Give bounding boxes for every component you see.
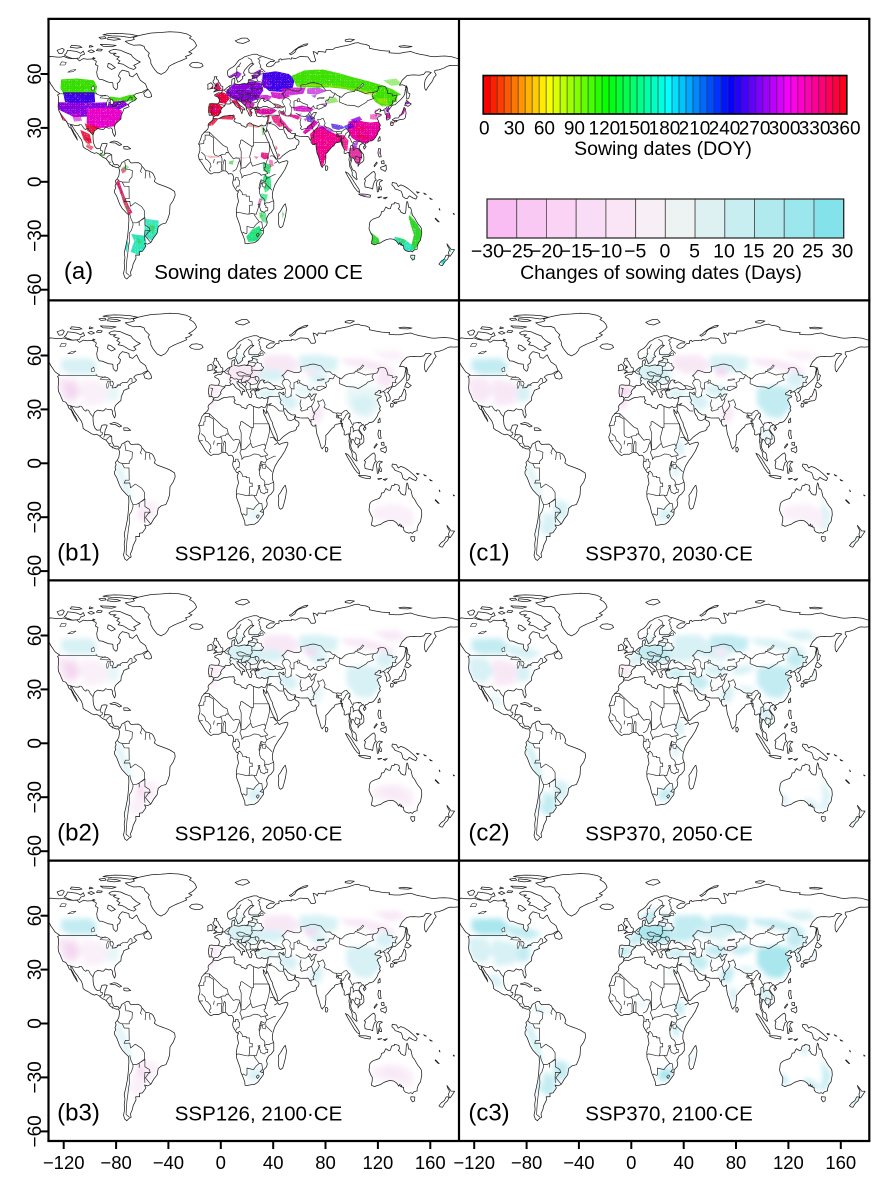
svg-text:240: 240	[709, 119, 741, 140]
svg-text:−5: −5	[624, 241, 646, 263]
svg-text:30: 30	[832, 241, 854, 263]
svg-text:30: 30	[504, 119, 525, 140]
svg-text:210: 210	[679, 119, 711, 140]
svg-text:−30: −30	[25, 220, 46, 252]
svg-text:−60: −60	[25, 835, 46, 867]
svg-text:(a): (a)	[64, 258, 93, 285]
svg-text:25: 25	[802, 241, 824, 263]
svg-text:−30: −30	[25, 1061, 46, 1093]
svg-text:(b3): (b3)	[57, 1100, 100, 1127]
svg-text:−30: −30	[471, 241, 504, 263]
svg-text:SSP126, 2050·CE: SSP126, 2050·CE	[175, 822, 343, 845]
svg-text:SSP370, 2050·CE: SSP370, 2050·CE	[585, 822, 753, 845]
svg-text:0: 0	[216, 1152, 226, 1173]
svg-text:−25: −25	[500, 241, 533, 263]
svg-text:(c2): (c2)	[468, 819, 509, 846]
svg-text:0: 0	[25, 738, 46, 749]
svg-text:SSP370, 2030·CE: SSP370, 2030·CE	[585, 542, 753, 565]
svg-text:−60: −60	[25, 555, 46, 587]
svg-text:SSP126, 2030·CE: SSP126, 2030·CE	[175, 542, 343, 565]
svg-text:15: 15	[743, 241, 765, 263]
svg-text:−10: −10	[589, 241, 622, 263]
svg-text:−20: −20	[530, 241, 563, 263]
svg-text:40: 40	[673, 1152, 694, 1173]
svg-text:160: 160	[415, 1152, 446, 1173]
svg-text:0: 0	[25, 177, 46, 188]
svg-text:0: 0	[479, 119, 490, 140]
svg-text:300: 300	[769, 119, 801, 140]
svg-text:(c3): (c3)	[468, 1100, 509, 1127]
svg-text:30: 30	[25, 679, 46, 700]
svg-text:−60: −60	[25, 274, 46, 306]
svg-text:−80: −80	[511, 1152, 542, 1173]
svg-text:5: 5	[689, 241, 700, 263]
svg-text:160: 160	[825, 1152, 856, 1173]
svg-text:0: 0	[25, 458, 46, 469]
svg-text:270: 270	[739, 119, 771, 140]
svg-text:(b1): (b1)	[57, 539, 100, 566]
svg-text:−30: −30	[25, 781, 46, 813]
svg-text:120: 120	[362, 1152, 393, 1173]
svg-text:150: 150	[619, 119, 651, 140]
svg-text:120: 120	[773, 1152, 804, 1173]
svg-text:Sowing dates (DOY): Sowing dates (DOY)	[574, 138, 752, 160]
svg-text:−40: −40	[563, 1152, 594, 1173]
svg-text:120: 120	[589, 119, 621, 140]
svg-text:−15: −15	[560, 241, 593, 263]
svg-text:60: 60	[25, 625, 46, 646]
svg-text:30: 30	[25, 959, 46, 980]
svg-text:−120: −120	[453, 1152, 495, 1173]
svg-text:−80: −80	[100, 1152, 131, 1173]
svg-text:30: 30	[25, 117, 46, 138]
svg-text:−60: −60	[25, 1115, 46, 1147]
svg-text:90: 90	[564, 119, 585, 140]
svg-text:360: 360	[829, 119, 861, 140]
svg-text:−30: −30	[25, 501, 46, 533]
svg-text:330: 330	[799, 119, 831, 140]
svg-text:60: 60	[25, 345, 46, 366]
svg-text:0: 0	[25, 1018, 46, 1029]
svg-text:0: 0	[626, 1152, 636, 1173]
svg-text:180: 180	[649, 119, 681, 140]
svg-text:30: 30	[25, 399, 46, 420]
svg-text:SSP370, 2100·CE: SSP370, 2100·CE	[585, 1103, 753, 1126]
svg-text:60: 60	[25, 905, 46, 926]
svg-text:SSP126, 2100·CE: SSP126, 2100·CE	[175, 1103, 343, 1126]
svg-text:Changes of sowing dates (Days): Changes of sowing dates (Days)	[520, 262, 802, 284]
svg-text:80: 80	[315, 1152, 336, 1173]
svg-text:(c1): (c1)	[468, 539, 509, 566]
svg-text:−120: −120	[43, 1152, 85, 1173]
svg-text:0: 0	[659, 241, 670, 263]
svg-text:40: 40	[263, 1152, 284, 1173]
svg-text:20: 20	[772, 241, 794, 263]
svg-text:80: 80	[726, 1152, 747, 1173]
svg-text:Sowing dates 2000 CE: Sowing dates 2000 CE	[154, 261, 363, 284]
svg-text:(b2): (b2)	[57, 819, 100, 846]
svg-text:10: 10	[713, 241, 735, 263]
svg-text:−40: −40	[153, 1152, 184, 1173]
svg-text:60: 60	[534, 119, 555, 140]
svg-text:60: 60	[25, 63, 46, 84]
